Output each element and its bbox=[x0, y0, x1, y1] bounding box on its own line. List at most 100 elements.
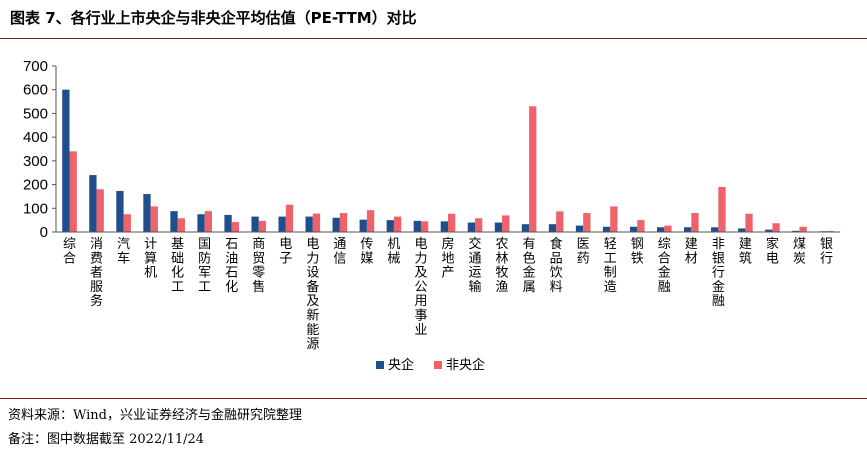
x-tick-label: 交通运输 bbox=[469, 236, 482, 295]
x-tick-label: 基础化工 bbox=[171, 237, 184, 295]
x-tick-label: 食品饮料 bbox=[550, 236, 563, 295]
x-tick-label: 家电 bbox=[766, 236, 779, 266]
bar-central-8 bbox=[278, 216, 286, 232]
bar-noncentral-5 bbox=[204, 211, 212, 232]
bar-central-10 bbox=[332, 217, 340, 232]
bar-noncentral-21 bbox=[637, 220, 645, 232]
bar-central-15 bbox=[467, 222, 476, 232]
bar-central-25 bbox=[738, 228, 746, 232]
bar-noncentral-24 bbox=[718, 186, 726, 232]
bar-central-18 bbox=[548, 224, 557, 232]
bar-noncentral-14 bbox=[448, 213, 456, 232]
title-divider bbox=[0, 38, 867, 39]
legend-swatch bbox=[434, 361, 442, 369]
bar-central-9 bbox=[305, 216, 313, 232]
bar-central-23 bbox=[684, 227, 692, 232]
bar-noncentral-9 bbox=[312, 213, 321, 232]
bar-noncentral-12 bbox=[393, 216, 402, 232]
bar-noncentral-8 bbox=[285, 204, 294, 232]
bar-chart: 0 100 200 300 400 500 600 700 综合 消费者服务 汽车 计算机 基础化工 国… bbox=[23, 58, 840, 373]
x-tick-label: 综合金融 bbox=[658, 237, 671, 295]
x-tick-label: 有色金属 bbox=[523, 237, 536, 295]
bar-noncentral-22 bbox=[664, 225, 672, 232]
x-tick-label: 石油石化 bbox=[225, 237, 238, 295]
y-axis: 0 100 200 300 400 500 600 700 bbox=[23, 58, 57, 241]
x-tick-label: 农林牧渔 bbox=[496, 237, 509, 295]
x-tick-label: 轻工制造 bbox=[604, 237, 617, 295]
x-tick-label: 通信 bbox=[333, 237, 346, 266]
bar-noncentral-19 bbox=[583, 213, 591, 232]
x-tick-label: 煤炭 bbox=[793, 237, 806, 266]
x-tick-label: 机械 bbox=[387, 237, 400, 266]
bar-noncentral-17 bbox=[529, 106, 537, 232]
bar-noncentral-23 bbox=[691, 213, 699, 232]
bar-noncentral-25 bbox=[745, 213, 753, 232]
bar-noncentral-4 bbox=[177, 218, 185, 232]
x-tick-label: 传媒 bbox=[360, 237, 373, 266]
bar-central-19 bbox=[575, 225, 584, 232]
bar-noncentral-18 bbox=[556, 211, 564, 232]
legend: 央企 非央企 bbox=[376, 357, 485, 373]
bar-noncentral-16 bbox=[502, 215, 510, 232]
bar-central-11 bbox=[359, 219, 367, 232]
source-note: 资料来源：Wind，兴业证券经济与金融研究院整理 bbox=[8, 408, 302, 423]
y-tick-label: 0 bbox=[40, 224, 48, 241]
bar-central-14 bbox=[440, 221, 448, 232]
legend-label: 央企 bbox=[388, 357, 414, 373]
x-tick-label: 综合 bbox=[63, 237, 76, 266]
bar-central-12 bbox=[386, 220, 394, 232]
bar-central-17 bbox=[521, 224, 530, 232]
bars bbox=[62, 89, 834, 233]
bar-noncentral-7 bbox=[258, 220, 267, 232]
bar-central-1 bbox=[89, 175, 97, 232]
bar-central-20 bbox=[602, 226, 611, 232]
x-tick-label: 计算机 bbox=[144, 237, 157, 281]
bar-central-24 bbox=[711, 227, 719, 232]
bar-central-6 bbox=[224, 214, 232, 232]
bar-noncentral-1 bbox=[96, 189, 104, 232]
bar-noncentral-2 bbox=[123, 214, 131, 232]
bar-central-7 bbox=[251, 216, 259, 232]
x-tick-label: 银行 bbox=[820, 237, 833, 266]
x-tick-label: 电子 bbox=[279, 237, 292, 266]
bar-central-2 bbox=[116, 190, 124, 232]
bar-noncentral-13 bbox=[420, 221, 429, 232]
x-tick-label: 商贸零售 bbox=[252, 237, 265, 295]
bar-central-22 bbox=[656, 227, 665, 232]
bar-noncentral-11 bbox=[366, 210, 375, 232]
bar-central-0 bbox=[62, 89, 70, 233]
y-tick-label: 400 bbox=[23, 129, 48, 146]
bar-central-13 bbox=[413, 220, 421, 232]
bar-noncentral-0 bbox=[69, 151, 77, 232]
x-axis: 综合 消费者服务 汽车 计算机 基础化工 国防军工 石油石化 商贸零售 电子 电力设备及新能源 通信… bbox=[56, 231, 840, 352]
y-tick-label: 300 bbox=[23, 153, 48, 170]
bar-noncentral-6 bbox=[231, 222, 240, 232]
bar-central-26 bbox=[765, 229, 773, 232]
y-tick-label: 100 bbox=[23, 200, 48, 217]
legend-label: 非央企 bbox=[446, 357, 485, 373]
x-tick-label: 电力设备及新能源 bbox=[306, 237, 319, 352]
y-tick-label: 200 bbox=[23, 177, 48, 194]
x-tick-label: 消费者服务 bbox=[90, 237, 103, 309]
bar-central-27 bbox=[792, 230, 800, 232]
y-tick-label: 700 bbox=[23, 58, 48, 75]
x-tick-label: 汽车 bbox=[117, 237, 130, 266]
footer-divider bbox=[0, 398, 867, 399]
x-tick-label: 非银行金融 bbox=[712, 237, 725, 309]
x-tick-label: 建筑 bbox=[739, 237, 752, 266]
chart-title: 图表 7、各行业上市央企与非央企平均估值（PE-TTM）对比 bbox=[10, 9, 417, 27]
x-tick-label: 医药 bbox=[577, 237, 590, 266]
bar-noncentral-27 bbox=[799, 226, 807, 232]
x-tick-label: 电力及公用事业 bbox=[414, 237, 427, 338]
x-tick-label: 国防军工 bbox=[198, 237, 211, 295]
bar-noncentral-20 bbox=[610, 206, 618, 232]
bar-central-3 bbox=[143, 194, 151, 232]
bar-central-21 bbox=[629, 226, 638, 232]
y-tick-label: 500 bbox=[23, 105, 48, 122]
x-tick-label: 房地产 bbox=[441, 236, 454, 281]
legend-swatch bbox=[376, 361, 384, 369]
x-tick-label: 建材 bbox=[685, 237, 698, 266]
bar-noncentral-15 bbox=[475, 218, 483, 232]
bar-central-4 bbox=[170, 211, 178, 232]
bar-noncentral-26 bbox=[772, 223, 780, 232]
